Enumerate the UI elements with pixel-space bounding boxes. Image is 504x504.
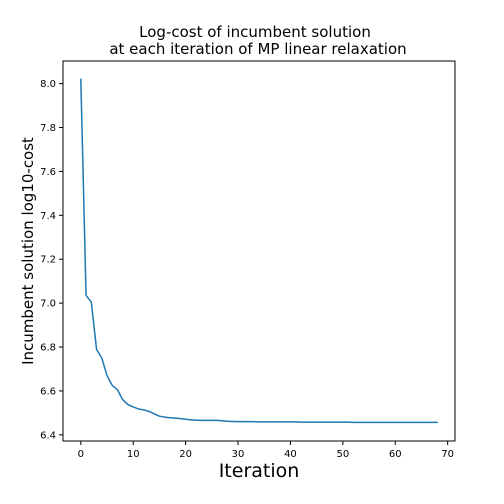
x-tick-label: 40 — [284, 449, 297, 460]
y-tick-label: 6.4 — [40, 430, 56, 441]
y-tick-label: 7.8 — [40, 123, 56, 134]
plot-frame — [62, 60, 456, 442]
chart-title-line-2: at each iteration of MP linear relaxatio… — [109, 40, 406, 58]
y-tick-label: 6.8 — [40, 343, 56, 354]
chart-title-line-1: Log-cost of incumbent solution — [139, 23, 371, 41]
x-tick-label: 0 — [78, 449, 84, 460]
y-tick-label: 7.6 — [40, 167, 56, 178]
x-tick-label: 20 — [179, 449, 192, 460]
x-tick-label: 70 — [441, 449, 454, 460]
x-tick-label: 60 — [389, 449, 402, 460]
x-tick-label: 10 — [127, 449, 140, 460]
y-tick-label: 7.4 — [40, 211, 56, 222]
y-tick-label: 7.2 — [40, 255, 56, 266]
x-axis-label: Iteration — [219, 460, 300, 482]
y-tick-label: 8.0 — [40, 79, 56, 90]
x-tick-label: 50 — [336, 449, 349, 460]
series-line-0 — [80, 78, 438, 424]
y-tick-label: 7.0 — [40, 299, 56, 310]
x-tick-label: 30 — [232, 449, 245, 460]
y-axis-label: Incumbent solution log10-cost — [19, 137, 37, 365]
y-tick-label: 6.6 — [40, 386, 56, 397]
axis-ticks: 0 10 20 30 40 50 60 70 6.4 6.6 6.8 7.0 7.2 7.4 7.6 7.8 8… — [40, 79, 454, 460]
plot-area — [80, 78, 438, 424]
